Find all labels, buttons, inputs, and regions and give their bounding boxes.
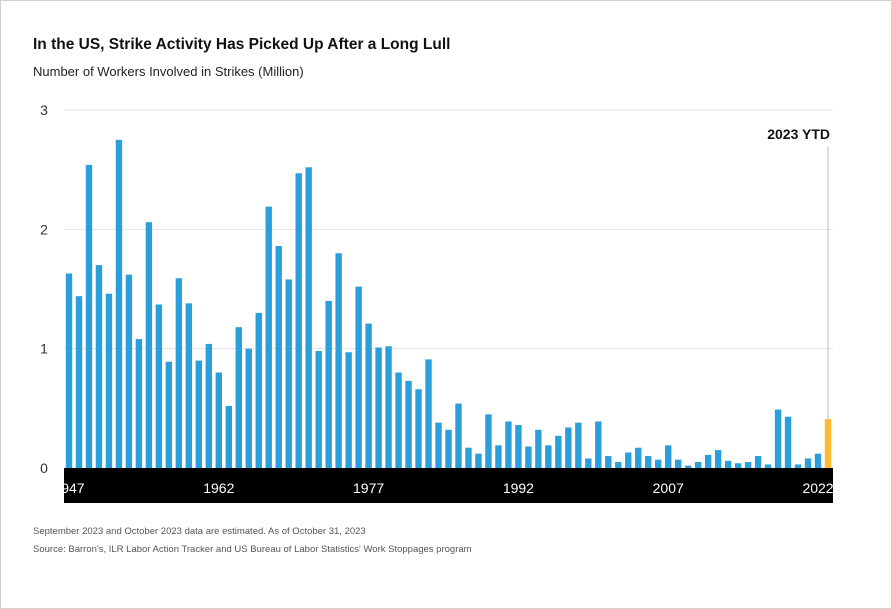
bar xyxy=(575,422,582,468)
bar xyxy=(615,462,622,468)
bar xyxy=(345,352,352,468)
bar xyxy=(804,458,812,468)
bar xyxy=(665,445,672,468)
bar xyxy=(385,346,392,468)
bar xyxy=(105,293,113,468)
bar xyxy=(155,304,163,468)
bar xyxy=(505,421,512,468)
bar xyxy=(525,446,532,468)
bar xyxy=(415,389,422,468)
bar xyxy=(784,416,792,468)
chart-subtitle: Number of Workers Involved in Strikes (M… xyxy=(33,64,304,79)
bar xyxy=(395,372,402,468)
bar xyxy=(165,361,173,468)
bar xyxy=(215,372,222,468)
x-tick-label: 1962 xyxy=(203,480,234,496)
highlight-label: 2023 YTD xyxy=(767,126,830,142)
bar xyxy=(325,300,332,468)
y-tick-label: 3 xyxy=(40,102,48,118)
y-axis-ticks: 0 1 2 3 xyxy=(40,102,48,476)
bar xyxy=(195,360,203,468)
bar xyxy=(625,452,632,468)
bar xyxy=(545,445,552,468)
bar xyxy=(245,348,252,468)
bars xyxy=(65,139,832,468)
x-axis-band xyxy=(64,468,833,503)
bar xyxy=(435,422,442,468)
bar xyxy=(595,421,602,468)
bar xyxy=(754,456,762,468)
bar xyxy=(774,409,782,468)
footnote: September 2023 and October 2023 data are… xyxy=(33,526,366,537)
bar xyxy=(335,253,342,468)
bar xyxy=(185,303,193,468)
bar xyxy=(684,465,692,468)
bar xyxy=(605,456,612,468)
bar xyxy=(714,450,722,468)
bar xyxy=(265,206,272,468)
gridlines xyxy=(64,109,833,350)
bar xyxy=(465,447,472,468)
bar xyxy=(495,445,502,468)
bar xyxy=(455,403,462,468)
bar xyxy=(115,139,123,468)
bar xyxy=(724,460,732,468)
bar xyxy=(205,343,213,468)
annotations: 2023 YTD xyxy=(767,126,830,420)
bar xyxy=(145,222,153,468)
bar xyxy=(585,458,592,468)
bar xyxy=(814,453,822,468)
bar xyxy=(694,462,702,468)
bar xyxy=(225,405,232,468)
bar xyxy=(734,463,742,468)
x-tick-label: 1947 xyxy=(53,480,84,496)
bar xyxy=(565,427,572,468)
source-note: Source: Barron's, ILR Labor Action Track… xyxy=(33,544,472,555)
bar xyxy=(235,327,242,468)
bar xyxy=(645,456,652,468)
bar xyxy=(255,312,262,468)
bar xyxy=(95,265,103,468)
bar xyxy=(365,323,372,468)
bar xyxy=(744,462,752,468)
bar xyxy=(555,435,562,468)
bar xyxy=(175,278,183,468)
bar xyxy=(305,167,312,468)
bar xyxy=(515,425,522,468)
x-axis-ticks: 1947 1962 1977 1992 2007 2022 xyxy=(53,480,833,496)
bar xyxy=(655,459,662,468)
x-tick-label: 1992 xyxy=(503,480,534,496)
bar xyxy=(764,464,772,468)
bar-highlight xyxy=(824,419,832,468)
bar xyxy=(295,173,302,468)
bar xyxy=(285,279,292,468)
bar xyxy=(65,273,73,468)
bar xyxy=(535,429,542,468)
bar xyxy=(635,447,642,468)
bar xyxy=(794,464,802,468)
bar xyxy=(704,454,712,468)
y-tick-label: 1 xyxy=(40,341,48,357)
x-tick-label: 1977 xyxy=(353,480,384,496)
x-tick-label: 2007 xyxy=(653,480,684,496)
bar xyxy=(135,339,143,468)
bar xyxy=(485,414,492,468)
bar xyxy=(275,246,282,468)
y-tick-label: 2 xyxy=(40,221,48,237)
chart-title: In the US, Strike Activity Has Picked Up… xyxy=(33,36,451,53)
bar xyxy=(375,347,382,468)
bar xyxy=(75,296,83,468)
x-tick-label: 2022 xyxy=(802,480,833,496)
bar xyxy=(315,351,322,468)
y-tick-label: 0 xyxy=(40,460,48,476)
bar xyxy=(405,380,412,468)
bar xyxy=(85,164,93,468)
bar xyxy=(445,429,452,468)
bar xyxy=(355,286,362,468)
bar xyxy=(425,359,432,468)
bar xyxy=(475,453,482,468)
bar xyxy=(675,459,682,468)
bar xyxy=(125,274,133,468)
